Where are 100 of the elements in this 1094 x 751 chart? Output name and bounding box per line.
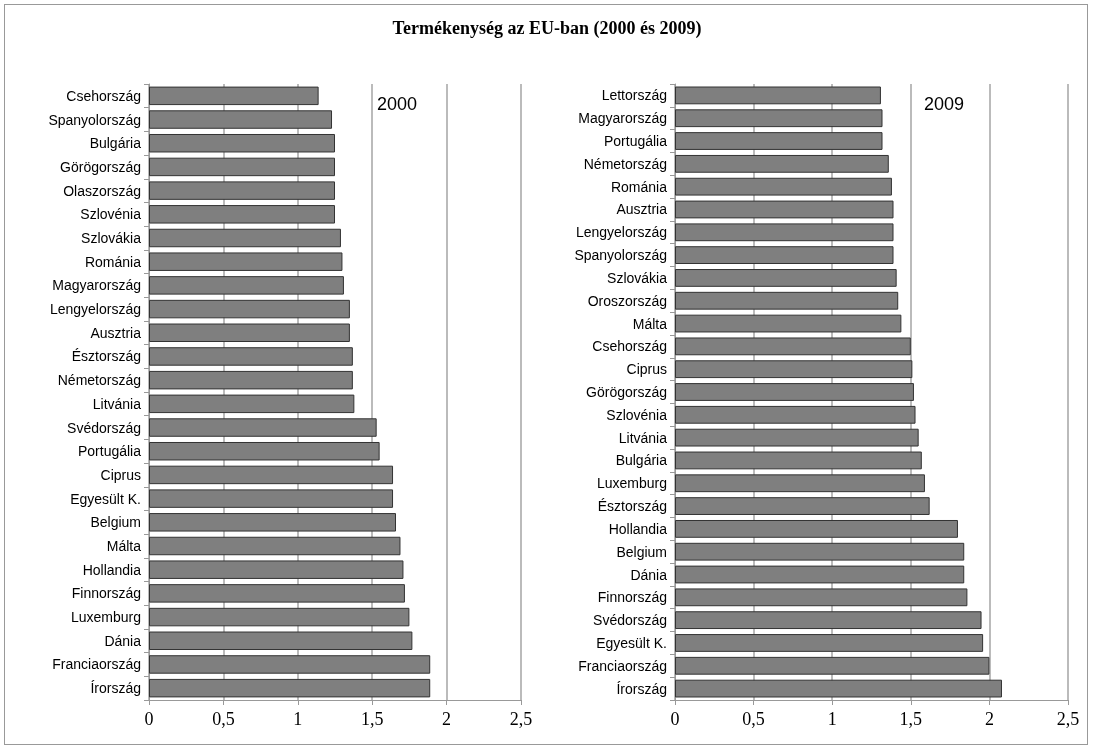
y-tick-label: Írország — [90, 680, 141, 697]
x-tick-label: 1 — [827, 709, 837, 729]
bar — [149, 323, 350, 343]
y-tick-label: Belgium — [616, 543, 667, 560]
y-tick-label: Franciaország — [578, 657, 667, 674]
x-tick-label: 1,5 — [899, 709, 923, 729]
bar — [149, 607, 410, 627]
bar — [149, 299, 350, 319]
y-tick-label: Németország — [583, 155, 667, 172]
bar — [675, 451, 922, 470]
y-tick-label: Észtország — [597, 498, 667, 515]
x-tick-label: 0 — [670, 709, 680, 729]
x-tick-label: 2 — [984, 709, 994, 729]
bar — [149, 228, 341, 248]
y-tick-label: Szlovákia — [81, 230, 142, 246]
bar — [149, 441, 380, 461]
annotation: 2000 — [376, 94, 417, 114]
bar — [675, 542, 965, 561]
y-tick-label: Ciprus — [626, 361, 667, 378]
bar — [675, 656, 990, 675]
bar — [149, 110, 333, 129]
y-tick-label: Szlovénia — [606, 406, 668, 423]
y-tick-label: Spanyolország — [574, 247, 667, 264]
y-tick-label: Észtország — [71, 348, 141, 365]
y-tick-label: Románia — [610, 178, 668, 195]
bar — [149, 394, 355, 414]
bar — [149, 678, 431, 698]
x-tick-label: 1,5 — [360, 709, 384, 729]
y-tick-label: Oroszország — [587, 292, 667, 309]
bar — [675, 154, 889, 173]
bar — [675, 405, 916, 424]
x-tick-label: 2,5 — [509, 709, 533, 729]
y-tick-label: Svédország — [593, 612, 667, 629]
y-tick-label: Olaszország — [63, 182, 141, 199]
y-tick-label: Magyarország — [578, 110, 667, 127]
bar — [149, 157, 335, 177]
y-tick-label: Hollandia — [82, 561, 142, 578]
bar — [675, 519, 958, 538]
y-tick-label: Csehország — [66, 87, 141, 104]
bar — [675, 200, 894, 219]
bar — [675, 383, 914, 401]
y-tick-label: Litvánia — [92, 395, 142, 412]
y-tick-label: Málta — [632, 315, 668, 332]
bar — [149, 489, 394, 508]
y-tick-label: Spanyolország — [48, 111, 141, 128]
bar — [149, 536, 401, 556]
y-tick-label: Luxemburg — [596, 475, 667, 492]
y-tick-label: Németország — [57, 372, 141, 389]
bar — [149, 465, 394, 485]
bar — [675, 428, 919, 447]
y-tick-label: Lengyelország — [49, 301, 141, 318]
y-tick-label: Lengyelország — [575, 224, 667, 241]
y-tick-label: Szlovákia — [607, 269, 668, 286]
chart-title: Termékenység az EU-ban (2000 és 2009) — [391, 18, 703, 39]
y-tick-label: Hollandia — [608, 520, 668, 537]
y-tick-label: Bulgária — [615, 452, 668, 469]
y-tick-label: Görögország — [60, 158, 141, 175]
y-tick-label: Svédország — [67, 419, 141, 436]
bar — [149, 560, 404, 579]
y-tick-label: Egyesült K. — [596, 634, 667, 651]
bar — [675, 246, 894, 265]
bar — [675, 679, 1002, 698]
bar — [675, 177, 892, 196]
annotation: 2009 — [923, 94, 964, 114]
y-tick-label: Portugália — [77, 443, 142, 460]
bar — [149, 86, 319, 106]
y-tick-label: Szlovénia — [80, 206, 142, 223]
bar — [149, 181, 335, 200]
bar — [675, 611, 982, 630]
y-tick-label: Bulgária — [89, 135, 142, 152]
bar — [675, 474, 925, 493]
bar — [675, 291, 899, 310]
y-tick-label: Luxemburg — [70, 609, 141, 626]
bar — [675, 337, 911, 356]
y-tick-label: Franciaország — [52, 656, 141, 673]
y-tick-label: Ausztria — [90, 324, 142, 341]
y-tick-label: Portugália — [603, 133, 668, 150]
x-tick-label: 1 — [293, 709, 303, 729]
bar — [149, 276, 344, 295]
bar — [675, 565, 965, 584]
y-tick-label: Finnország — [597, 589, 667, 606]
bar — [149, 513, 397, 532]
bar — [149, 205, 335, 224]
bar — [675, 86, 881, 105]
bar — [675, 360, 913, 379]
y-tick-label: Magyarország — [52, 277, 141, 294]
x-tick-label: 2,5 — [1056, 709, 1080, 729]
y-tick-label: Ausztria — [616, 201, 668, 218]
bar — [675, 497, 930, 515]
bar — [149, 655, 431, 674]
x-tick-label: 0 — [144, 709, 154, 729]
y-tick-label: Egyesült K. — [70, 490, 141, 507]
y-tick-label: Csehország — [592, 338, 667, 355]
y-tick-label: Görögország — [586, 384, 667, 400]
bar — [675, 269, 897, 287]
bar — [149, 133, 335, 153]
y-tick-label: Litvánia — [618, 429, 668, 446]
bar — [675, 314, 902, 333]
bar — [149, 370, 353, 390]
y-tick-label: Lettország — [601, 87, 667, 104]
